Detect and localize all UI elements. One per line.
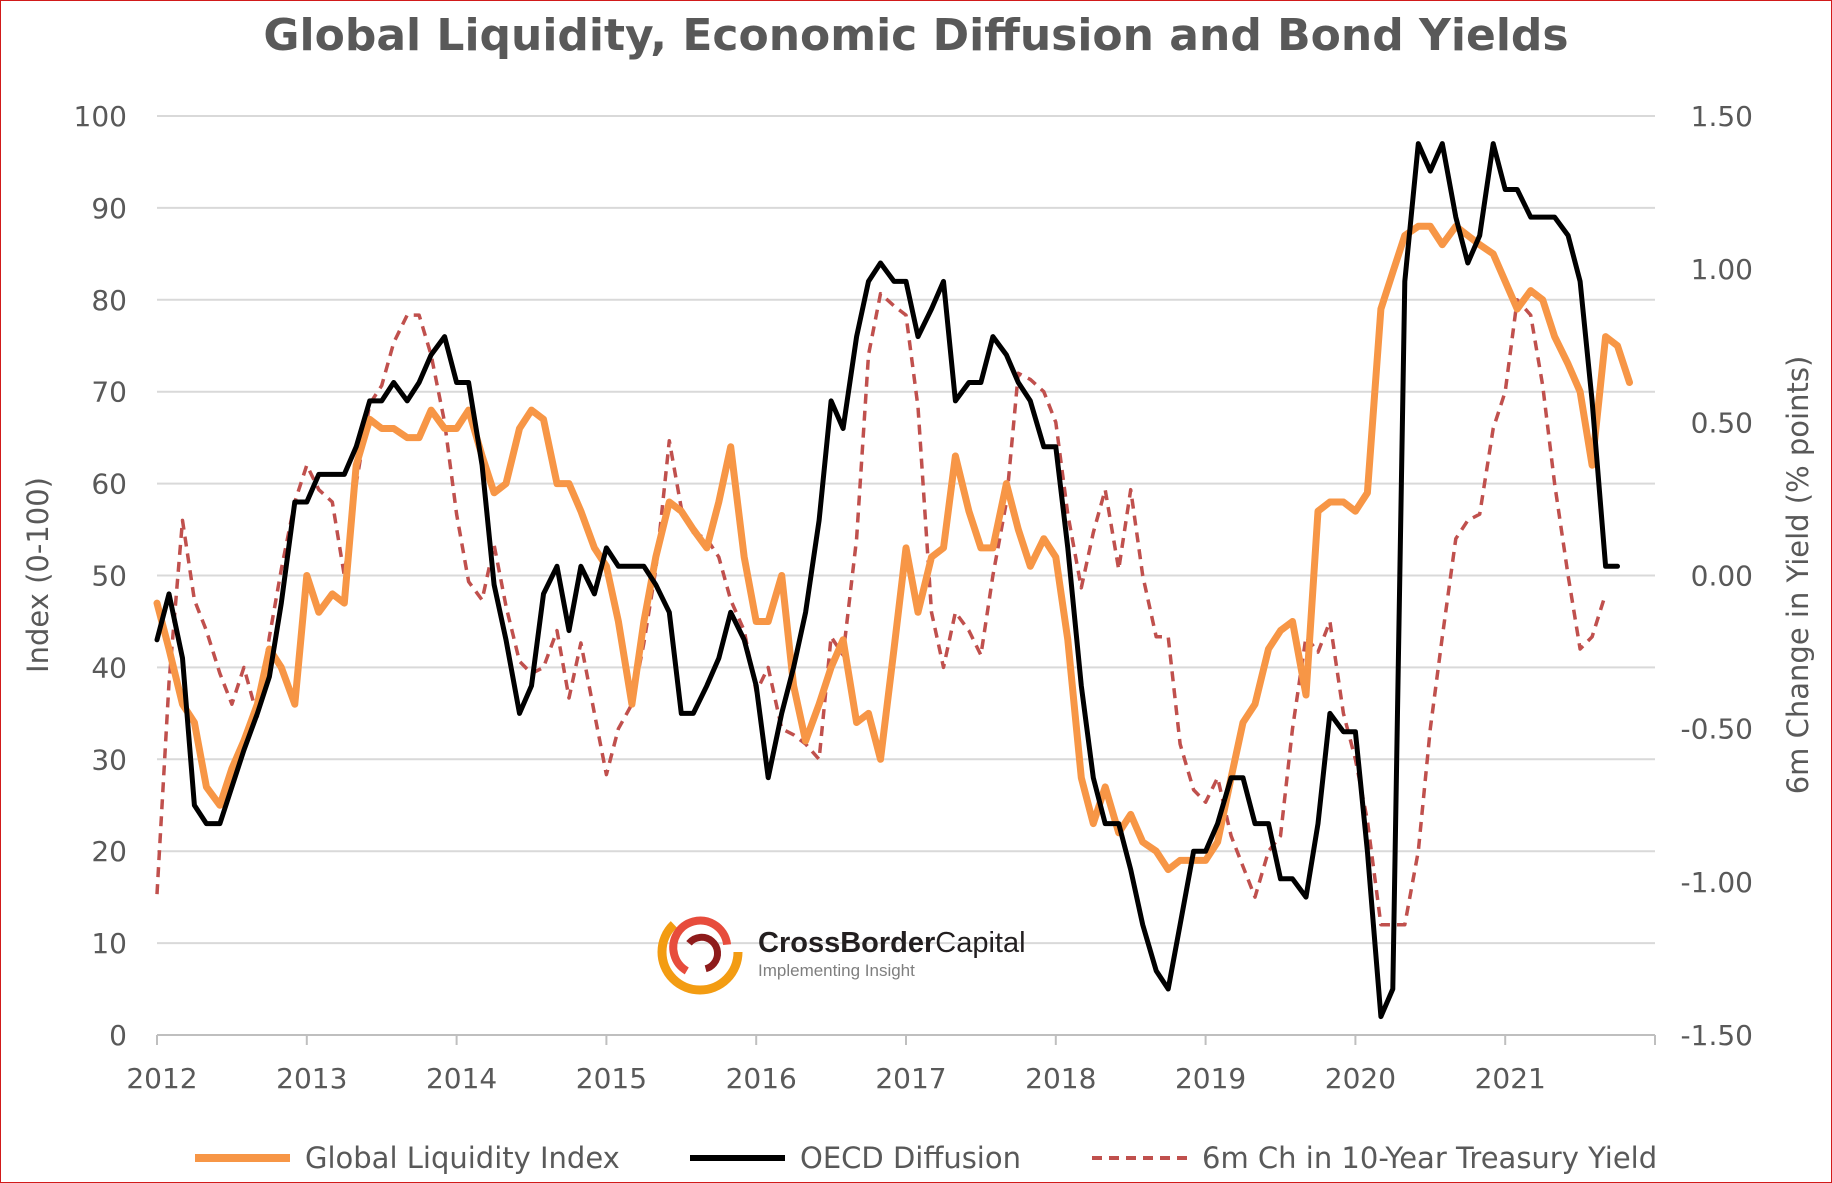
left-tick-label: 20 bbox=[91, 835, 127, 868]
left-tick-label: 90 bbox=[91, 192, 127, 225]
right-axis-ticks: -1.50 -1.00 -0.50 0.00 0.50 1.00 1.50 bbox=[1681, 100, 1753, 1052]
x-tick-label: 2018 bbox=[1025, 1062, 1096, 1095]
legend-label: Global Liquidity Index bbox=[305, 1141, 620, 1175]
left-tick-label: 30 bbox=[91, 743, 127, 776]
left-tick-label: 60 bbox=[91, 468, 127, 501]
x-tick-label: 2014 bbox=[426, 1062, 497, 1095]
legend-label: 6m Ch in 10-Year Treasury Yield bbox=[1202, 1141, 1657, 1175]
left-tick-label: 40 bbox=[91, 651, 127, 684]
gridlines bbox=[157, 115, 1655, 945]
series-lines bbox=[153, 141, 1633, 1020]
x-axis-ticks: 2012 2013 2014 2015 2016 2017 2018 2019 2020 2021 bbox=[126, 1035, 1656, 1095]
series-line-1 bbox=[154, 141, 1620, 1020]
left-tick-label: 10 bbox=[91, 927, 127, 960]
series-line-2 bbox=[155, 291, 1608, 927]
left-tick-label: 70 bbox=[91, 376, 127, 409]
logo-mark-icon bbox=[657, 909, 743, 995]
left-axis-title: Index (0-100) bbox=[21, 477, 55, 673]
x-tick-label: 2021 bbox=[1475, 1062, 1546, 1095]
left-tick-label: 100 bbox=[74, 100, 127, 133]
right-tick-label: 1.00 bbox=[1691, 253, 1753, 286]
right-tick-label: -1.50 bbox=[1681, 1019, 1753, 1052]
right-tick-label: 0.50 bbox=[1691, 406, 1753, 439]
x-tick-label: 2017 bbox=[875, 1062, 946, 1095]
logo-name-bold: CrossBorder bbox=[758, 927, 935, 959]
logo-name-light: Capital bbox=[935, 927, 1025, 959]
left-tick-label: 50 bbox=[91, 560, 127, 593]
left-tick-label: 80 bbox=[91, 284, 127, 317]
right-tick-label: -1.00 bbox=[1681, 866, 1753, 899]
series-line-0 bbox=[153, 222, 1633, 874]
legend: Global Liquidity Index OECD Diffusion 6m C… bbox=[195, 1141, 1657, 1175]
x-tick-label: 2013 bbox=[276, 1062, 347, 1095]
left-axis-ticks: 0 10 20 30 40 50 60 70 80 90 100 bbox=[74, 100, 127, 1052]
x-tick-label: 2020 bbox=[1325, 1062, 1396, 1095]
right-tick-label: 1.50 bbox=[1691, 100, 1753, 133]
chart-title: Global Liquidity, Economic Diffusion and… bbox=[263, 10, 1568, 61]
legend-label: OECD Diffusion bbox=[800, 1141, 1021, 1175]
x-tick-label: 2012 bbox=[126, 1062, 197, 1095]
x-tick-label: 2019 bbox=[1175, 1062, 1246, 1095]
right-axis-title: 6m Change in Yield (% points) bbox=[1781, 356, 1815, 795]
right-tick-label: -0.50 bbox=[1681, 713, 1753, 746]
x-tick-label: 2016 bbox=[726, 1062, 797, 1095]
x-tick-label: 2015 bbox=[576, 1062, 647, 1095]
right-tick-label: 0.00 bbox=[1691, 560, 1753, 593]
crossborder-logo: CrossBorderCapital Implementing Insight bbox=[657, 909, 1026, 995]
logo-name: CrossBorderCapital bbox=[758, 927, 1026, 959]
logo-tagline: Implementing Insight bbox=[758, 961, 915, 980]
left-tick-label: 0 bbox=[109, 1019, 127, 1052]
